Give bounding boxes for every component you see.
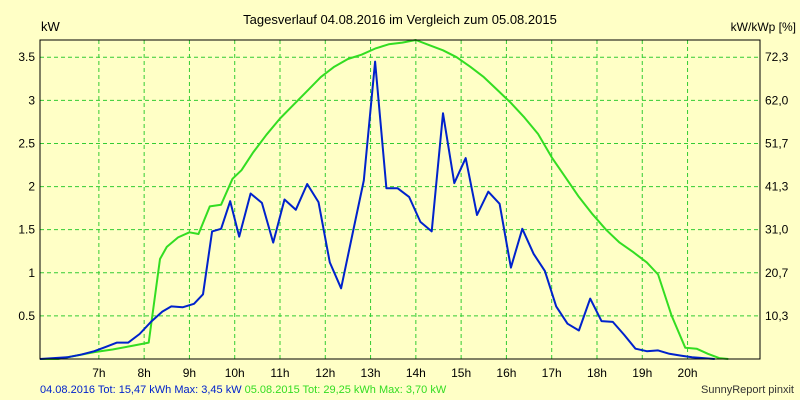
grid xyxy=(40,40,760,359)
x-tick-label: 20h xyxy=(678,366,698,380)
y-tick-label-right: 10,3 xyxy=(765,309,789,323)
y-tick-label-left: 3 xyxy=(28,93,35,107)
y-tick-label-right: 41,3 xyxy=(765,180,789,194)
x-tick-label: 16h xyxy=(496,366,516,380)
x-tick-label: 8h xyxy=(137,366,150,380)
x-tick-label: 9h xyxy=(183,366,196,380)
x-tick-label: 7h xyxy=(92,366,105,380)
plot-frame xyxy=(39,39,761,360)
chart-title: Tagesverlauf 04.08.2016 im Vergleich zum… xyxy=(243,12,557,27)
y-tick-label-right: 62,0 xyxy=(765,93,789,107)
y-tick-label-right: 72,3 xyxy=(765,50,789,64)
x-tick-label: 12h xyxy=(315,366,335,380)
series-lines xyxy=(39,39,729,360)
tick-labels: 7h 8h 9h 10h 11h 12h 13h 14h 15h 16h 17h 18h 19h 20h 0… xyxy=(18,50,788,380)
y-tick-label-left: 2.5 xyxy=(18,136,35,150)
x-tick-label: 18h xyxy=(587,366,607,380)
x-tick-label: 13h xyxy=(361,366,381,380)
legend: 04.08.2016 Tot: 15,47 kWh Max: 3,45 kW 0… xyxy=(40,381,446,399)
credit-text: SunnyReport pinxit xyxy=(701,384,794,396)
chart-svg: Tagesverlauf 04.08.2016 im Vergleich zum… xyxy=(18,12,796,380)
series-line-2016 xyxy=(39,60,715,360)
y-tick-label-left: 0.5 xyxy=(18,309,35,323)
y-tick-label-left: 2 xyxy=(28,180,35,194)
y-tick-label-left: 1.5 xyxy=(18,223,35,237)
series-line-2015 xyxy=(40,39,729,360)
y-tick-label-left: 1 xyxy=(28,266,35,280)
y-tick-label-right: 31,0 xyxy=(765,223,789,237)
y-tick-label-left: 3.5 xyxy=(18,50,35,64)
y-axis-label-right: kW/kWp [%] xyxy=(731,20,796,34)
x-tick-label: 14h xyxy=(406,366,426,380)
x-tick-label: 15h xyxy=(451,366,471,380)
x-tick-label: 11h xyxy=(270,366,289,380)
legend-series-2015: 05.08.2015 Tot: 29,25 kWh Max: 3,70 kW xyxy=(244,384,447,396)
footer: 04.08.2016 Tot: 15,47 kWh Max: 3,45 kW 0… xyxy=(0,381,800,399)
y-tick-label-right: 51,7 xyxy=(765,136,789,150)
y-axis-label-left: kW xyxy=(41,19,61,34)
x-tick-label: 10h xyxy=(225,366,245,380)
x-tick-label: 17h xyxy=(542,366,562,380)
y-tick-label-right: 20,7 xyxy=(765,266,789,280)
legend-series-2016: 04.08.2016 Tot: 15,47 kWh Max: 3,45 kW xyxy=(40,384,242,396)
x-tick-label: 19h xyxy=(632,366,652,380)
